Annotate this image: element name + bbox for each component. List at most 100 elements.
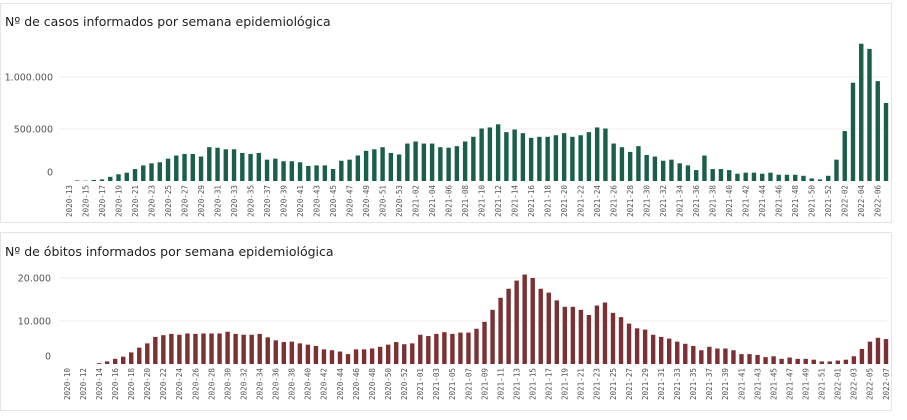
cases-bar: [339, 160, 344, 181]
deaths-chart: 0 10.000 20.000 2020-10 2020-12 2020-14 2020-1…: [18, 274, 891, 401]
deaths-bar: [185, 333, 190, 364]
deaths-bar: [153, 336, 158, 364]
cases-bar: [652, 156, 658, 181]
cases-bar: [883, 103, 889, 181]
deaths-x-tick-label: 2020-18: [127, 368, 136, 400]
cases-x-tick-label: 2021-36: [692, 185, 701, 217]
cases-bar: [727, 170, 732, 181]
cases-x-tick-label: 2021-10: [477, 185, 486, 217]
cases-y-tick-label: 1.000.000: [5, 73, 53, 84]
deaths-x-tick-label: 2021-21: [577, 368, 586, 400]
deaths-bar: [121, 356, 126, 364]
cases-x-tick-label: 2021-02: [411, 185, 420, 217]
cases-bar: [405, 143, 410, 181]
deaths-bar: [377, 346, 383, 364]
cases-x-tick-label: 2021-04: [428, 185, 437, 217]
cases-bar: [669, 159, 674, 181]
cases-bar: [677, 163, 682, 181]
cases-x-tick-label: 2020-51: [378, 185, 387, 217]
deaths-x-tick-label: 2021-51: [818, 368, 827, 400]
cases-x-tick-label: 2020-17: [98, 185, 107, 217]
deaths-bar: [241, 334, 246, 364]
deaths-bar: [787, 357, 792, 364]
cases-bar: [850, 82, 856, 181]
deaths-bar: [177, 334, 182, 364]
deaths-x-tick-label: 2020-20: [143, 368, 152, 400]
cases-bar: [429, 143, 435, 181]
cases-x-tick-label: 2021-28: [626, 185, 635, 217]
deaths-bar: [658, 336, 664, 364]
cases-bar: [660, 160, 666, 181]
cases-x-tick-label: 2021-42: [742, 185, 751, 217]
cases-bar: [421, 143, 427, 181]
deaths-bar: [634, 328, 640, 364]
deaths-bar: [201, 333, 206, 364]
deaths-bar: [819, 361, 824, 364]
deaths-bar: [305, 344, 311, 364]
deaths-y-tick-label: 20.000: [18, 274, 51, 285]
cases-bar: [372, 149, 377, 181]
deaths-x-tick-label: 2021-09: [480, 368, 489, 400]
cases-bar: [479, 128, 484, 181]
deaths-bar: [313, 345, 319, 364]
deaths-bar: [835, 360, 841, 364]
cases-bar: [248, 153, 253, 181]
cases-bar: [553, 135, 559, 181]
deaths-bar: [137, 347, 142, 364]
cases-x-tick-label: 2021-24: [593, 185, 602, 217]
deaths-bar: [667, 338, 672, 364]
deaths-bar: [474, 328, 479, 364]
cases-x-tick-label: 2021-20: [560, 185, 569, 217]
cases-bar: [644, 155, 649, 181]
cases-bar: [182, 153, 187, 181]
cases-bar: [743, 172, 748, 181]
cases-bar: [776, 174, 781, 181]
cases-bar: [91, 179, 96, 181]
deaths-x-tick-label: 2020-22: [159, 368, 168, 400]
cases-bar: [718, 169, 724, 181]
deaths-bar: [530, 278, 535, 364]
deaths-bar: [458, 332, 463, 364]
cases-bar: [363, 150, 369, 181]
deaths-bar: [369, 348, 375, 364]
deaths-bar: [618, 317, 624, 364]
cases-chart: 0 500.000 1.000.000 2020-13 2020-15 2020-17 20…: [5, 43, 889, 217]
deaths-x-tick-label: 2022-03: [850, 368, 859, 400]
cases-bar: [578, 135, 583, 181]
cases-bar: [322, 165, 328, 181]
deaths-bar: [739, 354, 744, 364]
cases-x-tick-label: 2020-23: [147, 185, 156, 217]
deaths-bar: [843, 359, 849, 364]
deaths-bar: [225, 331, 230, 364]
cases-x-tick-label: 2021-38: [708, 185, 717, 217]
deaths-bar: [434, 333, 439, 364]
cases-x-tick-label: 2021-14: [510, 185, 519, 217]
cases-bar: [809, 178, 814, 181]
cases-x-tick-label: 2020-29: [197, 185, 206, 217]
deaths-x-tick-label: 2020-40: [304, 368, 313, 400]
cases-bar: [240, 152, 245, 181]
cases-bar: [256, 152, 262, 181]
deaths-bar: [466, 332, 471, 364]
deaths-x-tick-label: 2020-36: [272, 368, 281, 400]
cases-bar: [462, 141, 468, 181]
deaths-bar: [129, 352, 134, 364]
deaths-bar: [329, 350, 335, 364]
deaths-bar: [161, 335, 166, 364]
deaths-bar: [257, 333, 262, 364]
cases-bar: [842, 131, 847, 181]
cases-x-tick-label: 2021-12: [494, 185, 503, 217]
cases-bar: [355, 155, 361, 181]
cases-x-tick-label: 2020-35: [246, 185, 255, 217]
cases-x-tick-label: 2021-16: [527, 185, 536, 217]
deaths-bar: [795, 358, 800, 364]
deaths-bar: [538, 288, 543, 364]
cases-bar: [223, 149, 228, 181]
cases-x-tick-label: 2021-32: [659, 185, 668, 217]
cases-bar: [487, 127, 493, 181]
deaths-bar: [562, 306, 568, 364]
deaths-bar: [602, 302, 608, 364]
cases-x-tick-label: 2021-18: [543, 185, 552, 217]
deaths-bar: [297, 343, 303, 364]
deaths-x-tick-label: 2020-38: [288, 368, 297, 400]
